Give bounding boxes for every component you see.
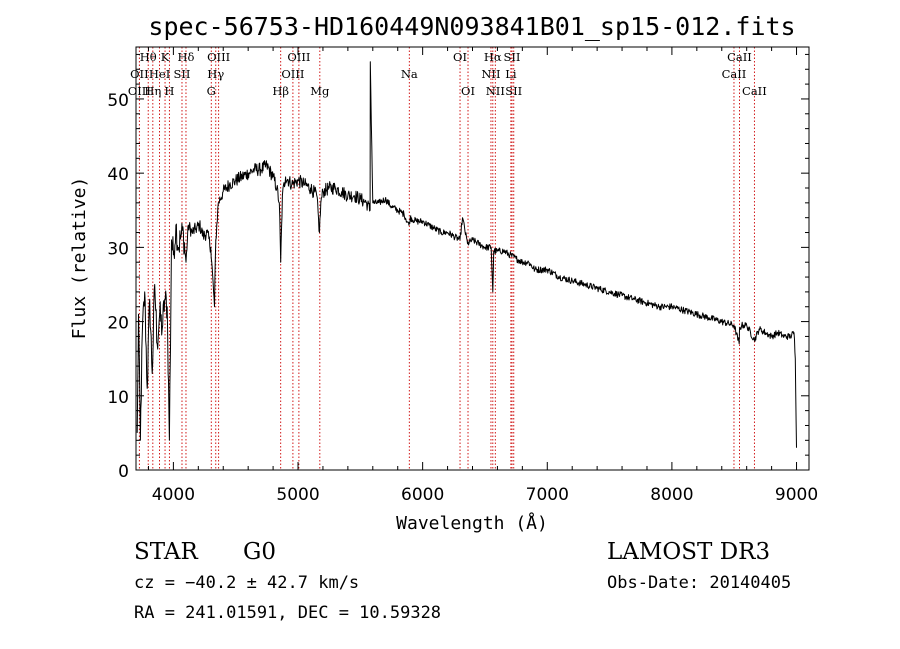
line-label: Hγ [207, 67, 224, 81]
spectrum-series [136, 61, 797, 448]
x-tick-label: 8000 [650, 485, 693, 505]
plot-frame [135, 46, 810, 471]
ra-dec: RA = 241.01591, DEC = 10.59328 [134, 603, 442, 623]
obs-date: Obs-Date: 20140405 [607, 573, 792, 593]
survey-name: LAMOST DR3 [607, 539, 771, 565]
x-tick-label: 4000 [152, 485, 195, 505]
line-label: OII [130, 67, 149, 81]
spectrum-line [136, 61, 797, 448]
x-tick-label: 7000 [526, 485, 569, 505]
reference-lines [138, 47, 755, 470]
line-label: CaII [742, 84, 767, 98]
line-label: HeI [149, 67, 170, 81]
line-label: NII [481, 67, 500, 81]
y-tick-label: 50 [107, 91, 129, 111]
line-label: SII [504, 50, 521, 64]
line-label: Hη [144, 84, 161, 98]
object-subclass: G0 [243, 539, 277, 565]
line-label: OIII [287, 50, 310, 64]
line-label: OI [453, 50, 467, 64]
object-class: STAR [134, 539, 198, 565]
chart-title: spec-56753-HD160449N093841B01_sp15-012.f… [148, 12, 795, 41]
line-label: OIII [207, 50, 230, 64]
line-label: NII [486, 84, 505, 98]
y-tick-label: 20 [107, 314, 129, 334]
x-tick-label: 9000 [775, 485, 818, 505]
line-label: OI [461, 84, 475, 98]
x-tick-label: 5000 [276, 485, 319, 505]
y-tick-label: 0 [118, 462, 129, 482]
line-label: OIII [128, 84, 151, 98]
line-label: H [164, 84, 174, 98]
line-label: Hδ [177, 50, 194, 64]
line-label: Hα [484, 50, 502, 64]
line-label: CaII [722, 67, 747, 81]
plot-axes [135, 46, 810, 471]
line-label: SII [174, 67, 191, 81]
x-axis-label: Wavelength (Å) [396, 512, 548, 534]
line-label: Li [505, 67, 517, 81]
line-label: Hβ [272, 84, 289, 98]
line-label: Hθ [140, 50, 157, 64]
axis-ticks: 4000 5000 6000 7000 8000 9000 0 10 20 30 40 50 [107, 47, 818, 505]
y-tick-label: 30 [107, 239, 129, 259]
line-label: OIII [281, 67, 304, 81]
x-tick-label: 6000 [401, 485, 444, 505]
line-label: K [161, 50, 170, 64]
line-label: CaII [727, 50, 752, 64]
y-axis-label: Flux (relative) [69, 177, 90, 340]
line-label: Na [401, 67, 418, 81]
line-label: Mg [310, 84, 330, 98]
line-label: SII [505, 84, 522, 98]
redshift-cz: cz = −40.2 ± 42.7 km/s [134, 573, 360, 593]
y-tick-label: 10 [107, 388, 129, 408]
line-label: G [207, 84, 216, 98]
y-tick-label: 40 [107, 165, 129, 185]
